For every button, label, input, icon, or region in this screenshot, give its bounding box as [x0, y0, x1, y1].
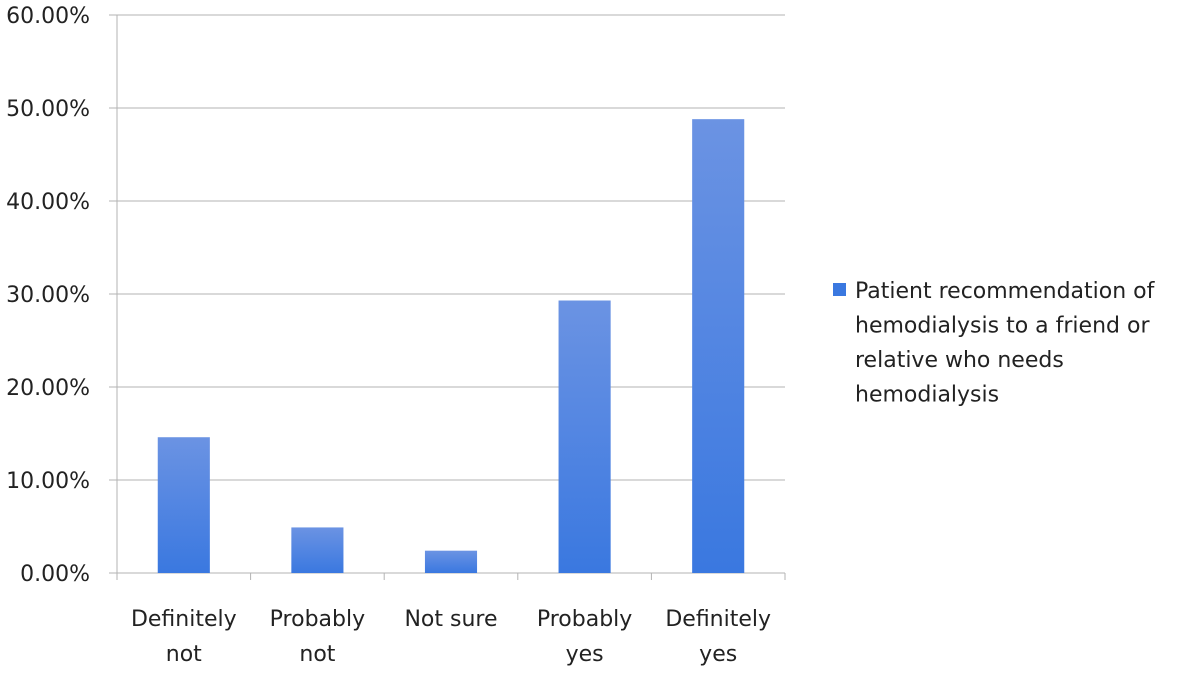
gridlines — [109, 14, 785, 574]
bar — [157, 437, 210, 573]
y-tick-label: 60.00% — [6, 4, 90, 29]
y-tick-label: 0.00% — [20, 562, 90, 587]
y-tick-label: 30.00% — [6, 283, 90, 308]
x-tick-label: Not sure — [404, 607, 497, 632]
bars — [157, 119, 745, 573]
bar — [424, 550, 478, 573]
bar — [291, 527, 344, 573]
y-tick-label: 20.00% — [6, 376, 90, 401]
legend-label: Patient recommendation of hemodialysis to… — [855, 279, 1156, 408]
bar — [558, 300, 611, 573]
legend-swatch — [833, 283, 846, 296]
x-tick-label: Definitely yes — [665, 607, 771, 667]
axes — [116, 15, 786, 580]
y-tick-label: 40.00% — [6, 190, 90, 215]
x-tick-labels: Definitely not Probably not Not sure Probably… — [131, 607, 771, 667]
legend: Patient recommendation of hemodialysis to… — [833, 279, 1156, 408]
bar — [692, 119, 745, 573]
y-tick-labels: 0.00% 10.00% 20.00% 30.00% 40.00% 50.00% 60.00… — [6, 4, 90, 587]
x-tick-label: Definitely not — [131, 607, 237, 667]
y-tick-label: 10.00% — [6, 469, 90, 494]
x-tick-label: Probably yes — [537, 607, 632, 667]
y-tick-label: 50.00% — [6, 97, 90, 122]
x-tick-label: Probably not — [270, 607, 365, 667]
